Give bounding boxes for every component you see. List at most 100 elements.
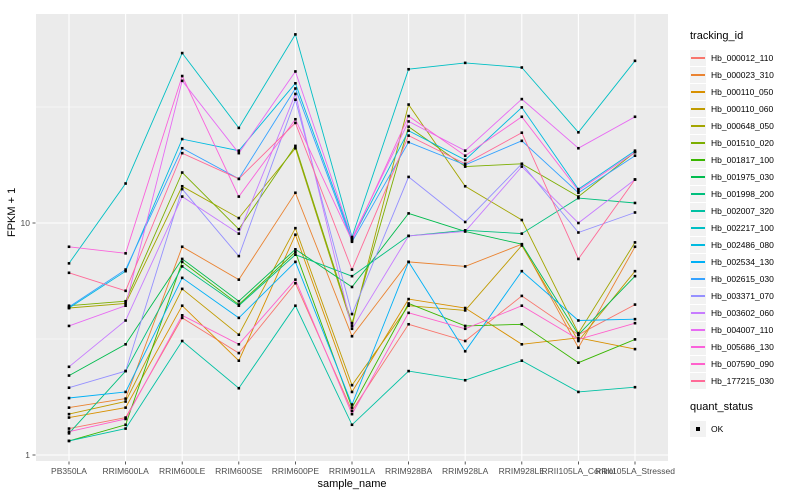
legend-item-label: Hb_001998_200 <box>711 188 774 199</box>
legend-item: Hb_001510_020 <box>690 134 774 151</box>
data-point <box>124 304 127 308</box>
legend-item: Hb_000012_110 <box>690 49 774 66</box>
data-point <box>463 158 467 162</box>
data-point <box>67 262 71 265</box>
data-point <box>577 195 580 198</box>
data-point <box>294 260 297 264</box>
data-point <box>124 369 127 373</box>
data-point <box>463 265 467 268</box>
data-point <box>407 304 410 308</box>
legend-item-label: Hb_002007_320 <box>711 205 774 216</box>
legend-key <box>690 338 706 355</box>
data-point <box>463 149 467 152</box>
legend-key <box>690 66 706 83</box>
legend-item: Hb_007590_090 <box>690 355 774 372</box>
data-point <box>294 121 297 125</box>
legend-swatch-line <box>691 362 705 365</box>
data-point <box>350 324 354 328</box>
data-point <box>633 201 637 205</box>
legend-key <box>690 219 706 236</box>
legend-item-label: Hb_000023_310 <box>711 69 774 80</box>
legend-key <box>690 304 706 321</box>
legend-swatch-line <box>691 345 705 348</box>
data-point <box>237 254 241 258</box>
legend-key <box>690 168 706 185</box>
data-point <box>350 412 354 416</box>
data-point <box>294 144 297 148</box>
data-point <box>180 260 184 264</box>
legend-item: Hb_002615_030 <box>690 270 774 287</box>
legend-item: Hb_000110_060 <box>690 100 774 117</box>
data-point <box>463 306 467 310</box>
data-point <box>463 327 467 331</box>
legend: tracking_id Hb_000012_110 Hb_000023_310 Hb… <box>690 30 774 437</box>
data-point <box>294 70 297 73</box>
legend-item-label: Hb_002615_030 <box>711 273 774 284</box>
data-point <box>294 233 297 237</box>
data-point <box>180 151 184 155</box>
data-point <box>407 140 410 144</box>
legend-swatch-line <box>691 124 705 127</box>
data-point <box>294 87 297 90</box>
data-point <box>124 302 127 305</box>
legend-item: Hb_003602_060 <box>690 304 774 321</box>
data-point <box>294 92 297 96</box>
data-point <box>124 289 127 293</box>
data-point <box>294 304 297 308</box>
data-point <box>463 309 467 312</box>
data-point <box>520 162 524 166</box>
data-point <box>124 268 127 271</box>
data-point <box>180 265 184 268</box>
data-point <box>407 129 410 132</box>
data-point <box>350 403 354 406</box>
data-point <box>180 316 184 320</box>
data-point <box>577 196 580 200</box>
legend-swatch-line <box>691 192 705 195</box>
legend-item-label: Hb_002217_100 <box>711 222 774 233</box>
data-point <box>350 274 354 278</box>
data-point <box>633 317 637 321</box>
data-point <box>350 390 354 394</box>
legend-item: Hb_002007_320 <box>690 202 774 219</box>
data-point <box>577 146 580 150</box>
legend-item: Hb_000023_310 <box>690 66 774 83</box>
data-point <box>577 346 580 350</box>
legend-swatch-line <box>691 277 705 280</box>
data-point <box>407 322 410 326</box>
legend-item-label: Hb_001510_020 <box>711 137 774 148</box>
data-point <box>237 386 241 390</box>
data-point <box>463 230 467 233</box>
x-tick-label: RRIM600SE <box>215 466 263 476</box>
data-point <box>294 281 297 285</box>
data-point <box>577 231 580 234</box>
data-point <box>633 321 637 325</box>
data-point <box>294 278 297 281</box>
data-point <box>124 400 127 403</box>
data-point <box>124 182 127 185</box>
data-point <box>67 396 71 400</box>
data-point <box>350 321 354 325</box>
x-tick-label: RRIM600PE <box>271 466 320 476</box>
data-point <box>67 386 71 390</box>
data-point <box>237 216 241 220</box>
data-point <box>124 299 127 303</box>
legend-item-label: Hb_007590_090 <box>711 358 774 369</box>
legend-item-label: Hb_177215_030 <box>711 375 774 386</box>
data-point <box>294 33 297 36</box>
ok-square-icon <box>696 426 700 431</box>
data-point <box>237 278 241 281</box>
data-point <box>124 423 127 427</box>
data-point <box>180 245 184 249</box>
legend-item-label: Hb_000648_050 <box>711 120 774 131</box>
data-point <box>577 331 580 335</box>
legend-swatch-line <box>691 226 705 229</box>
legend-swatch-line <box>691 209 705 212</box>
data-point <box>294 98 297 101</box>
data-point <box>180 184 184 188</box>
data-point <box>180 146 184 150</box>
data-point <box>633 154 637 158</box>
legend-item: Hb_002217_100 <box>690 219 774 236</box>
data-point <box>633 274 637 278</box>
data-point <box>407 260 410 264</box>
data-point <box>577 361 580 364</box>
